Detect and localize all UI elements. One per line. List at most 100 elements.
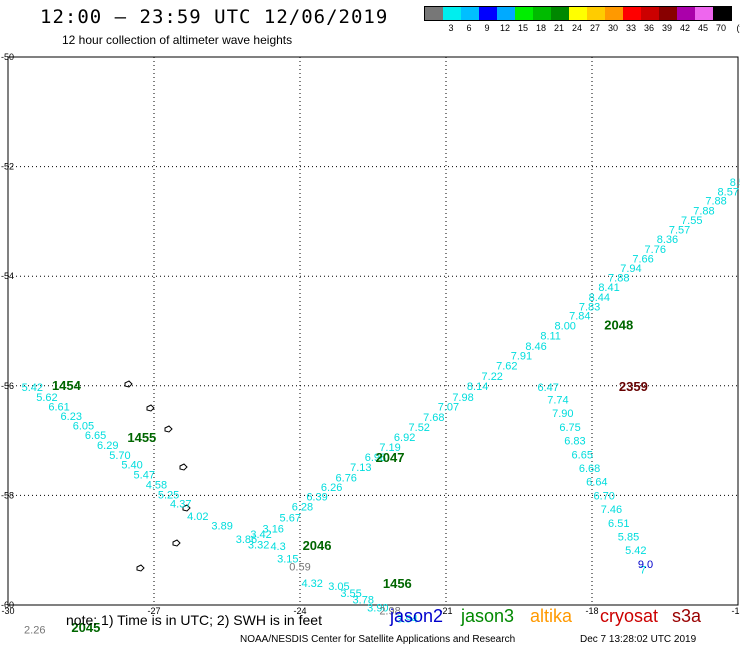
wave-height-label: 8.41 [598,282,619,294]
y-tick-label: -60 [1,600,14,610]
footer-credit: NOAA/NESDIS Center for Satellite Applica… [240,634,516,645]
x-tick-label: -18 [585,606,598,616]
legend-label: 6 [466,23,472,33]
wave-height-label: 7.74 [547,395,568,407]
chart-title: 12:00 – 23:59 UTC 12/06/2019 [40,6,389,28]
x-tick-label: -24 [293,606,306,616]
mission-cryosat: cryosat [600,606,659,626]
x-tick-label: -27 [147,606,160,616]
wave-height-label: 7.84 [569,311,590,323]
wave-height-label: 7.76 [645,244,666,256]
wave-height-label: 5.67 [280,512,301,524]
wave-height-label: 8.53 [730,177,740,189]
wave-height-label: 8.44 [589,292,610,304]
legend-swatch [713,7,731,20]
wave-height-label: 7.68 [423,412,444,424]
wave-height-label: 7.13 [350,462,371,474]
mission-jason2: jason2 [390,606,444,626]
wave-height-label: 3.78 [353,595,374,607]
island-outline [146,404,155,412]
wave-height-label: 5.42 [22,382,43,394]
wave-height-label: 7.91 [511,351,532,363]
wave-height-label: 6.61 [48,402,69,414]
wave-height-label: 6.70 [593,490,614,502]
legend-label: 18 [535,23,547,33]
wave-height-label: 6.64 [586,477,607,489]
wave-height-label: 3.15 [277,553,298,565]
legend-swatch [641,7,659,20]
wave-height-label: 7.66 [632,254,653,266]
legend-swatch [443,7,461,20]
units-note: note: 1) Time is in UTC; 2) SWH is in fe… [66,612,322,628]
wave-height-label: 6.29 [97,440,118,452]
wave-height-label: 6.92 [394,432,415,444]
footer-timestamp: Dec 7 13:28:02 UTC 2019 [580,634,697,645]
y-tick-label: -50 [1,52,14,62]
legend-swatch [425,7,443,20]
wave-height-label: 6.65 [572,449,593,461]
legend-swatch [515,7,533,20]
wave-height-label: 7.52 [409,422,430,434]
wave-height-label: 6.75 [559,422,580,434]
wave-height-label: 3.94 [396,614,417,626]
legend-label: 12 [499,23,511,33]
wave-height-label: 3.32 [248,540,269,552]
time-label: 2047 [376,450,405,465]
wave-height-label: 6.39 [306,491,327,503]
wave-height-label: 8.00 [555,321,576,333]
legend-label: 27 [589,23,601,33]
legend-label: 24 [571,23,583,33]
wave-height-label: 7.22 [482,371,503,383]
wave-height-label: 4.32 [301,578,322,590]
legend-label: 39 [661,23,673,33]
mission-s3a: s3a [672,606,702,626]
time-label: 1456 [383,576,412,591]
x-tick-label: -30 [1,606,14,616]
wave-height-label: 6.65 [85,430,106,442]
wave-height-label: 6.28 [292,501,313,513]
legend-swatch [569,7,587,20]
wave-height-label: 6.47 [537,382,558,394]
wave-height-label: 7.46 [601,504,622,516]
x-tick-label: -15 [731,606,740,616]
wave-height-label: 5.62 [36,392,57,404]
legend-label: 42 [679,23,691,33]
wave-height-label: 3.90 [367,603,388,615]
wave-height-label: 6.98 [365,452,386,464]
island-outline [164,425,173,433]
legend-color-bar [424,6,732,21]
legend-label: 15 [517,23,529,33]
wave-height-label: 7.57 [669,225,690,237]
legend-swatch [533,7,551,20]
wave-height-label: 7 [640,564,646,576]
wave-height-label: 5.42 [625,545,646,557]
wave-height-label: 7.62 [496,361,517,373]
y-tick-label: -58 [1,490,14,500]
legend-swatch [497,7,515,20]
y-tick-label: -56 [1,381,14,391]
y-tick-label: -54 [1,271,14,281]
wave-height-label: 5.47 [134,470,155,482]
time-label: 1455 [127,430,156,445]
wave-height-label: 7.07 [438,402,459,414]
y-tick-label: -52 [1,162,14,172]
time-label: 2359 [619,379,648,394]
wave-height-label: 2.26 [24,625,45,637]
mission-altika: altika [530,606,573,626]
wave-height-label: 8.57 [718,186,739,198]
wave-height-label: 3.86 [236,534,257,546]
wave-height-label: 0.59 [289,562,310,574]
wave-height-label: 7.19 [379,442,400,454]
legend-label: 36 [643,23,655,33]
legend-swatch [587,7,605,20]
wave-height-label: 3.16 [263,523,284,535]
wave-height-label: 7.55 [681,215,702,227]
wave-height-label: 3.42 [250,529,271,541]
island-outline [136,564,145,572]
time-label: 2045 [71,620,100,635]
wave-height-label: 6.68 [579,463,600,475]
wave-height-label: 7.88 [608,272,629,284]
